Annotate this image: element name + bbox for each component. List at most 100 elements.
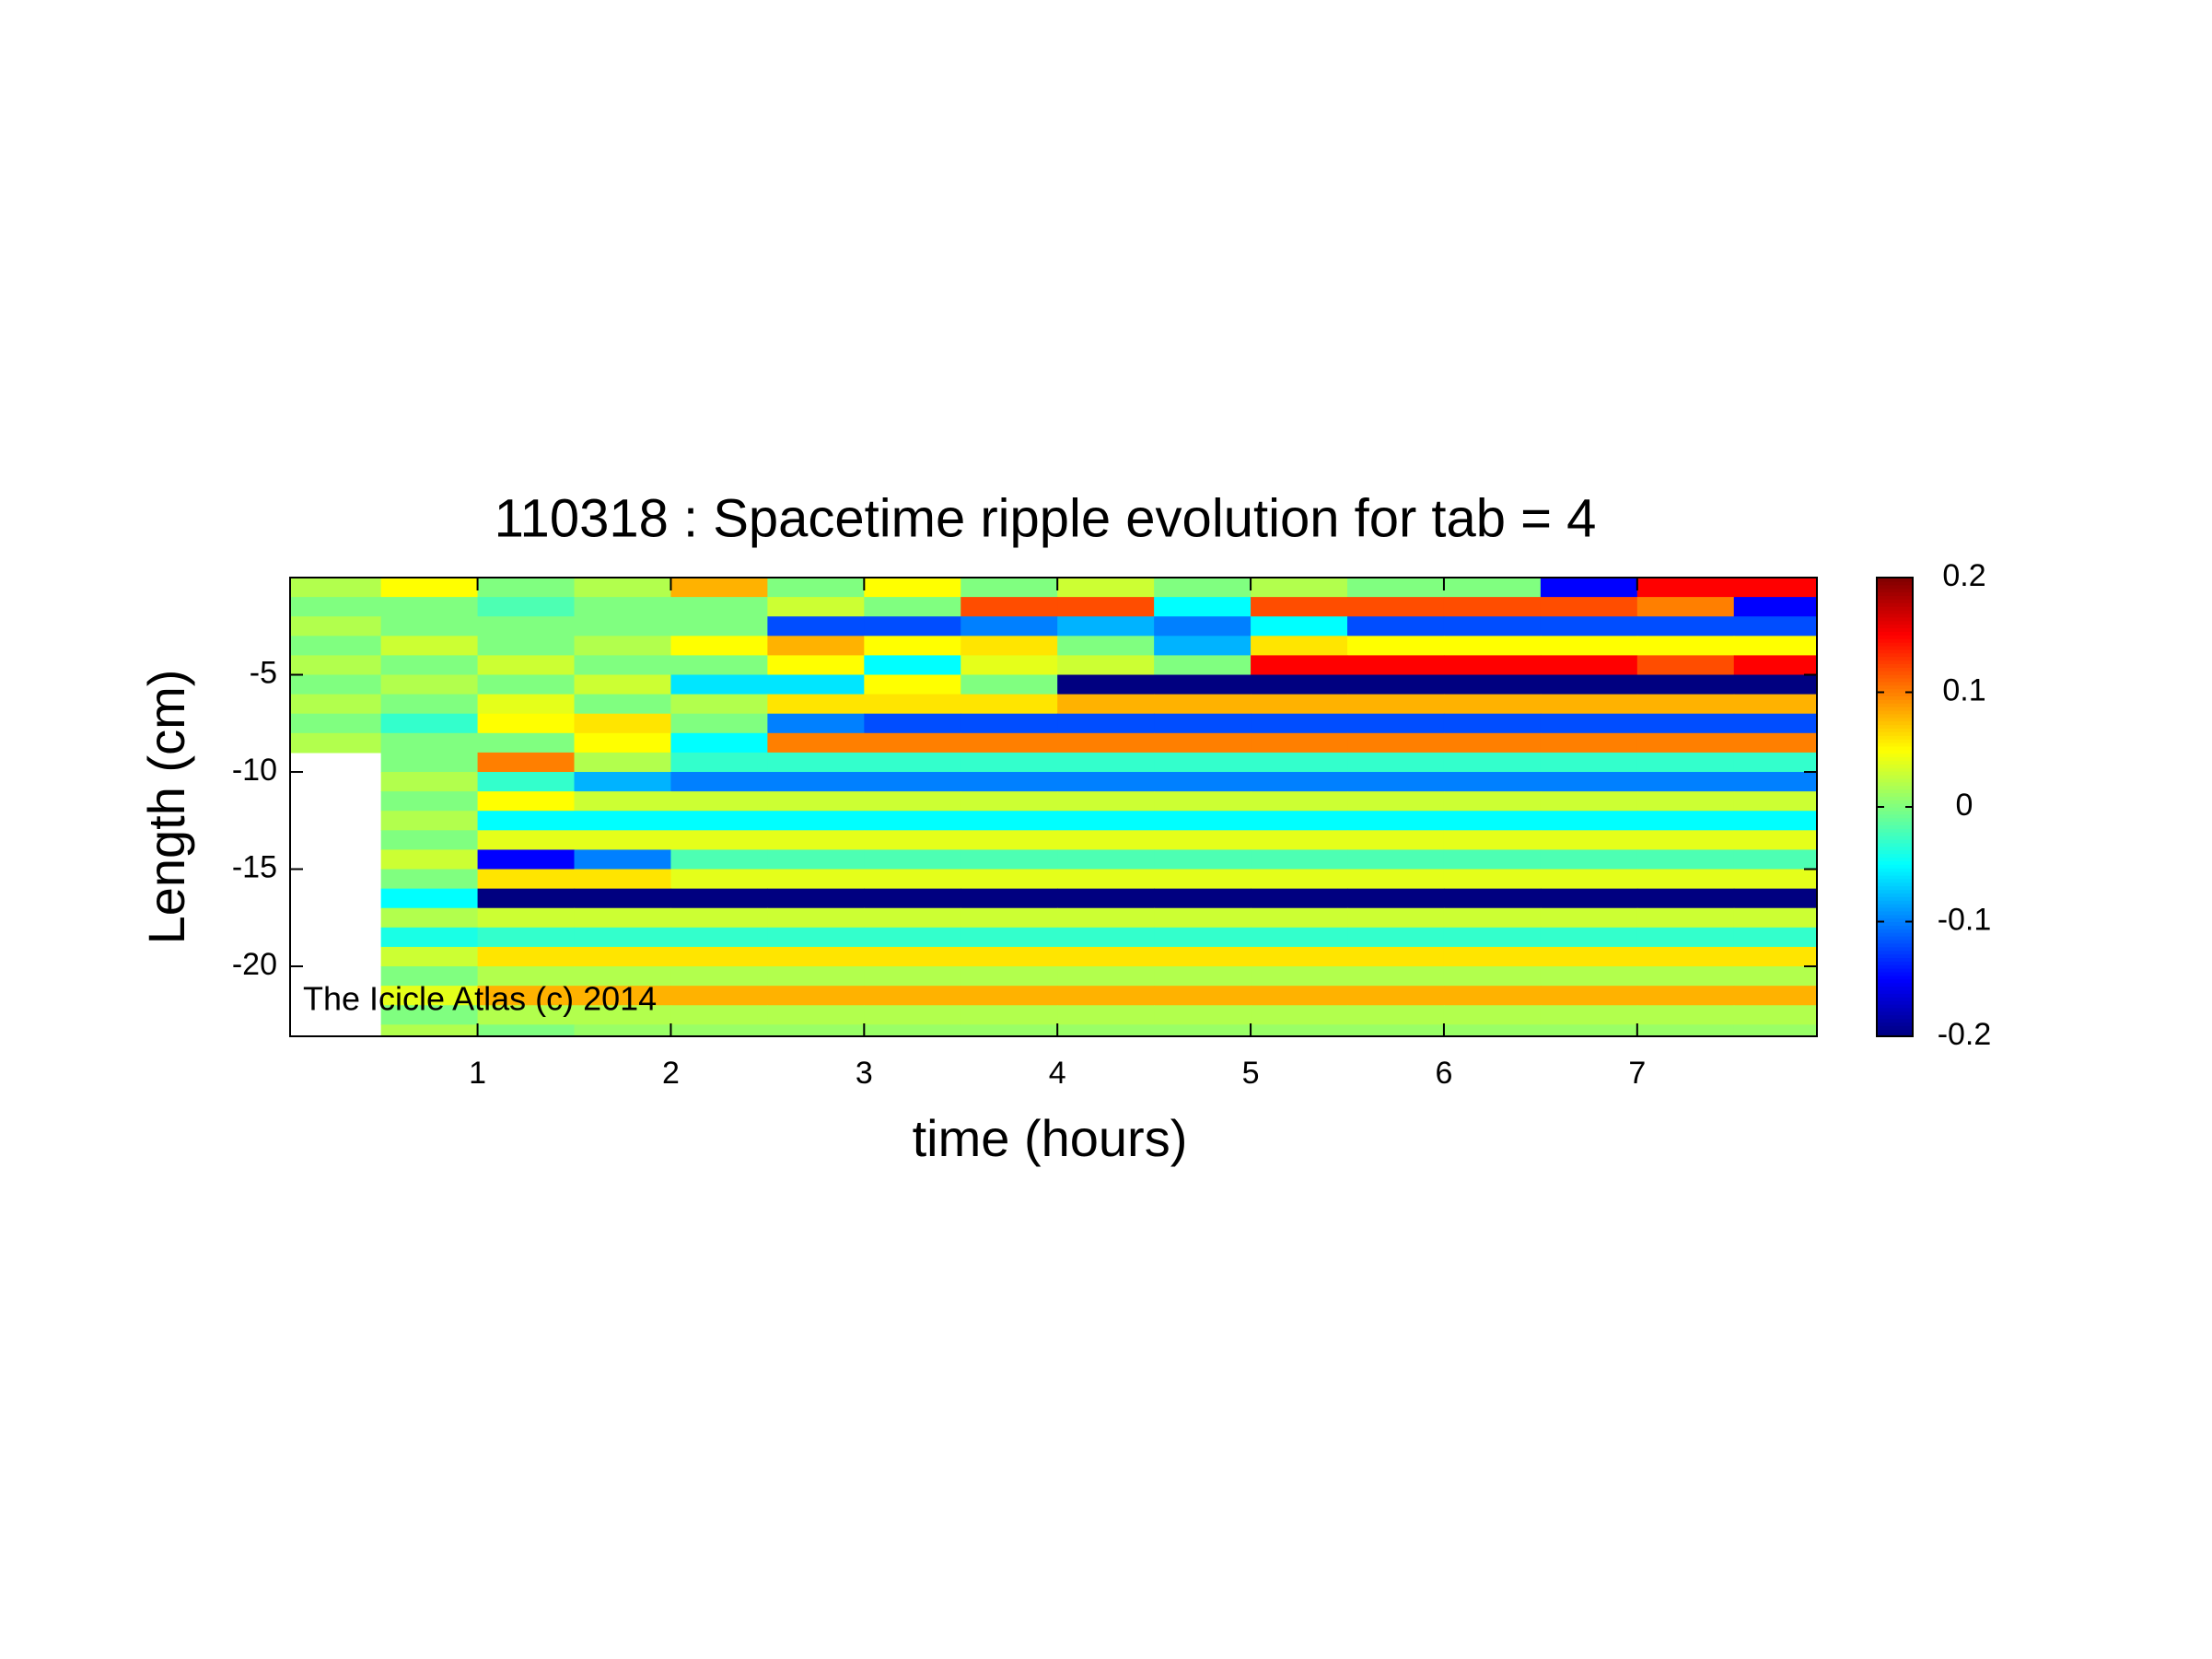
heatmap-cell: [864, 927, 961, 948]
chart-title: 110318 : Spacetime ripple evolution for …: [495, 488, 1597, 548]
colorbar-segment: [1877, 753, 1913, 758]
heatmap-cell: [477, 927, 576, 948]
heatmap-cell: [1443, 752, 1542, 773]
heatmap-cell: [1057, 752, 1155, 773]
heatmap-cell: [1443, 772, 1542, 792]
heatmap-cell: [1057, 636, 1155, 657]
heatmap-cell: [477, 752, 576, 773]
heatmap-cell: [477, 907, 576, 929]
heatmap-cell: [574, 1005, 672, 1025]
heatmap-cell: [1540, 732, 1638, 754]
colorbar-segment: [1877, 860, 1913, 865]
colorbar-segment: [1877, 953, 1913, 959]
heatmap-cell: [1154, 732, 1252, 754]
colorbar-segment: [1877, 777, 1913, 783]
heatmap-cell: [670, 1005, 768, 1025]
heatmap-cell: [1154, 869, 1252, 890]
heatmap-cell: [767, 986, 865, 1006]
colorbar-segment: [1877, 667, 1913, 672]
heatmap-cell: [1540, 907, 1638, 929]
colorbar-segment: [1877, 800, 1913, 804]
heatmap-cell: [1251, 674, 1348, 695]
colorbar-segment: [1877, 925, 1913, 929]
heatmap-cell: [1154, 927, 1252, 948]
heatmap-cell: [1733, 694, 1817, 715]
colorbar-segment: [1877, 720, 1913, 726]
heatmap-cell: [1251, 966, 1348, 987]
heatmap-cell: [477, 578, 576, 598]
colorbar-segment: [1877, 853, 1913, 859]
heatmap-cell: [1251, 597, 1348, 617]
heatmap-cell: [574, 752, 672, 773]
colorbar-segment: [1877, 832, 1913, 836]
heatmap-cell: [1443, 597, 1542, 617]
heatmap-cell: [767, 830, 865, 851]
colorbar-segment: [1877, 739, 1913, 743]
colorbar-segment: [1877, 624, 1913, 629]
heatmap-cell: [1733, 927, 1817, 948]
heatmap-cell: [477, 811, 576, 831]
colorbar-segment: [1877, 917, 1913, 923]
heatmap-cell: [960, 694, 1058, 715]
colorbar-segment: [1877, 652, 1913, 658]
heatmap-cell: [767, 597, 865, 617]
heatmap-cell: [1443, 869, 1542, 890]
heatmap-cell: [1540, 616, 1638, 637]
heatmap-cell: [1636, 772, 1735, 792]
heatmap-cell: [1251, 986, 1348, 1006]
heatmap-cell: [1636, 791, 1735, 812]
heatmap-cell: [767, 888, 865, 909]
heatmap-cell: [864, 830, 961, 851]
heatmap-cell: [1636, 888, 1735, 909]
heatmap-cell: [1154, 597, 1252, 617]
heatmap-cell: [380, 636, 479, 657]
annotation: The Icicle Atlas (c) 2014: [303, 980, 657, 1018]
heatmap-cell: [1057, 830, 1155, 851]
colorbar-segment: [1877, 674, 1913, 679]
heatmap-cell: [1733, 791, 1817, 812]
heatmap-cell: [1057, 986, 1155, 1006]
heatmap-cell: [1251, 578, 1348, 598]
colorbar-segment: [1877, 684, 1913, 690]
heatmap-cell: [1154, 655, 1252, 676]
colorbar-segment: [1877, 771, 1913, 776]
heatmap-cell: [670, 772, 768, 792]
heatmap-cell: [477, 597, 576, 617]
heatmap-cell: [1733, 674, 1817, 695]
x-tick-label: 7: [1628, 1056, 1646, 1091]
colorbar-segment: [1877, 896, 1913, 901]
heatmap-cell: [767, 732, 865, 754]
heatmap-cell: [1733, 888, 1817, 909]
x-tick-label: 2: [662, 1056, 680, 1091]
heatmap-cell: [1443, 966, 1542, 987]
heatmap-cell: [1251, 636, 1348, 657]
heatmap-cell: [1540, 578, 1638, 598]
heatmap-cell: [1251, 907, 1348, 929]
colorbar-segment: [1877, 588, 1913, 593]
heatmap-cell: [1347, 713, 1445, 734]
colorbar-segment: [1877, 975, 1913, 980]
heatmap-cell: [1733, 986, 1817, 1006]
heatmap-cell: [1540, 752, 1638, 773]
heatmap-cell: [670, 713, 768, 734]
x-axis-label: time (hours): [913, 1109, 1188, 1167]
heatmap-cell: [864, 578, 961, 598]
heatmap-cell: [574, 772, 672, 792]
colorbar-segment: [1877, 1018, 1913, 1023]
heatmap-cell: [1733, 655, 1817, 676]
heatmap-cell: [1443, 830, 1542, 851]
colorbar-segment: [1877, 857, 1913, 861]
heatmap-cell: [864, 966, 961, 987]
colorbar-segment: [1877, 824, 1913, 829]
heatmap-cell: [960, 636, 1058, 657]
heatmap-cell: [1540, 713, 1638, 734]
colorbar-segment: [1877, 842, 1913, 847]
colorbar-segment: [1877, 663, 1913, 668]
heatmap-cell: [574, 888, 672, 909]
colorbar-segment: [1877, 828, 1913, 833]
colorbar-segment: [1877, 957, 1913, 962]
colorbar-segment: [1877, 642, 1913, 647]
heatmap-cell: [1154, 636, 1252, 657]
colorbar-segment: [1877, 1033, 1913, 1037]
colorbar-segment: [1877, 671, 1913, 675]
